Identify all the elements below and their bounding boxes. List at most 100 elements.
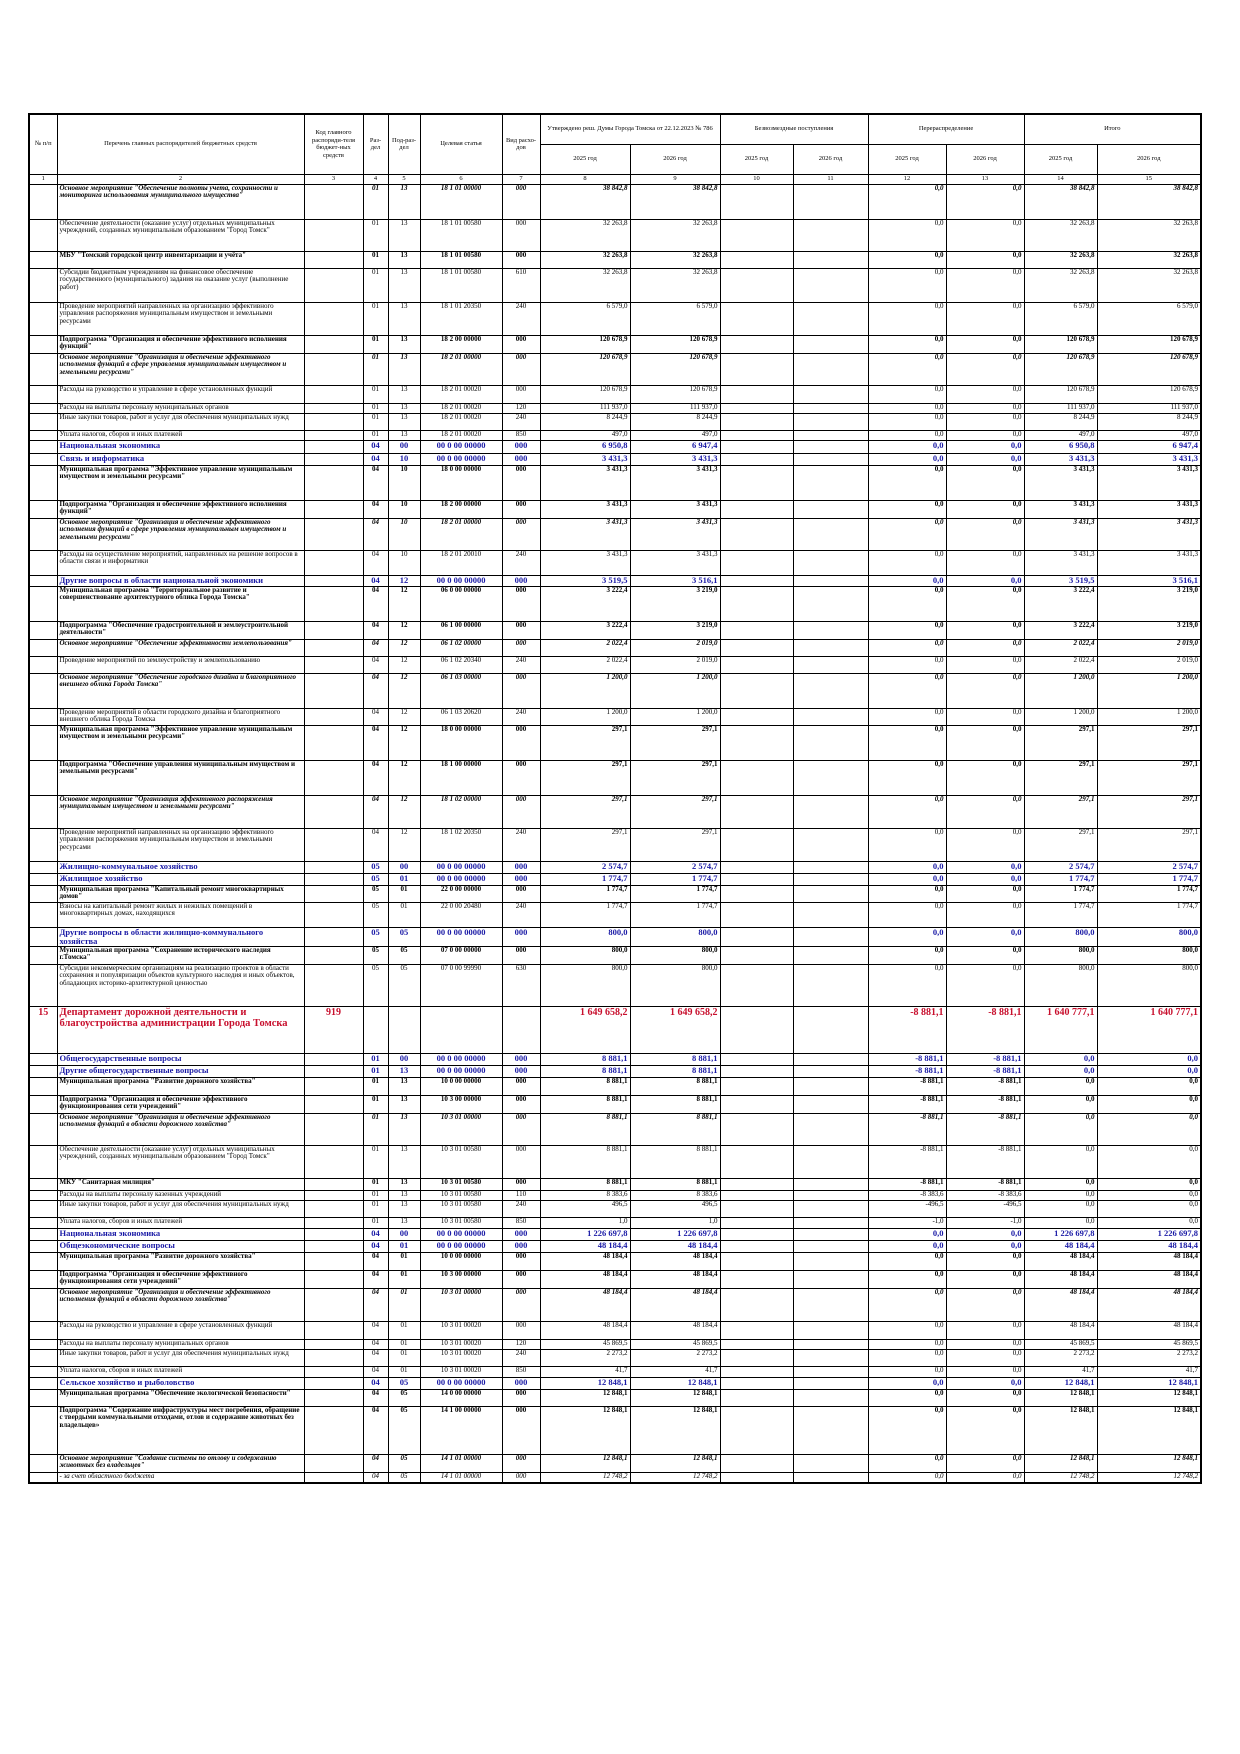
approved-2025: 1 774,7 bbox=[539, 884, 631, 903]
expense-name: Подпрограмма "Организация и обеспечение … bbox=[56, 499, 305, 519]
subsection-code: 13 bbox=[387, 250, 421, 269]
table-row: Обеспечение деятельности (оказание услуг… bbox=[28, 1144, 1202, 1179]
approved-2025: 8 881,1 bbox=[539, 1064, 631, 1078]
grants-2026 bbox=[792, 1320, 869, 1340]
section-code: 01 bbox=[362, 1112, 389, 1146]
subsection-code: 12 bbox=[387, 655, 421, 674]
grants-2025 bbox=[719, 672, 794, 709]
grants-2025 bbox=[719, 352, 794, 386]
row-number bbox=[28, 759, 58, 796]
total-2026: 800,0 bbox=[1096, 945, 1202, 965]
grants-2025 bbox=[719, 1064, 794, 1078]
approved-2026: 1 774,7 bbox=[629, 884, 721, 903]
grants-2026 bbox=[792, 183, 869, 220]
redistribution-2025: 0,0 bbox=[867, 218, 947, 252]
row-number bbox=[28, 724, 58, 761]
grants-2026 bbox=[792, 464, 869, 501]
approved-2025: 1 200,0 bbox=[539, 707, 631, 726]
total-2026: 48 184,4 bbox=[1096, 1251, 1202, 1271]
table-row: МБУ "Томский городской центр инвентариза… bbox=[28, 250, 1202, 269]
total-2026: 2 273,2 bbox=[1096, 1348, 1202, 1367]
column-number: 8 bbox=[539, 173, 631, 185]
row-number bbox=[28, 655, 58, 674]
grants-2025 bbox=[719, 1338, 794, 1350]
target-article: 18 1 01 00000 bbox=[419, 183, 503, 220]
redistribution-2025: 0,0 bbox=[867, 250, 947, 269]
year-head: 2025 год bbox=[719, 143, 794, 175]
approved-2025: 12 848,1 bbox=[539, 1376, 631, 1390]
section-code: 05 bbox=[362, 901, 389, 928]
expense-name: Иные закупки товаров, работ и услуг для … bbox=[56, 1199, 305, 1218]
target-article: 10 3 01 00020 bbox=[419, 1365, 503, 1378]
expense-name: МБУ "Томский городской центр инвентариза… bbox=[56, 250, 305, 269]
col-head-type: Вид расхо-дов bbox=[501, 113, 541, 175]
section-code: 04 bbox=[362, 1320, 389, 1340]
approved-2025: 120 678,9 bbox=[539, 352, 631, 386]
total-2025: 0,0 bbox=[1023, 1076, 1098, 1096]
section-code: 01 bbox=[362, 1064, 389, 1078]
grants-2025 bbox=[719, 1076, 794, 1096]
subsection-code: 13 bbox=[387, 1189, 421, 1201]
total-2025: 12 848,1 bbox=[1023, 1453, 1098, 1473]
expense-name: Расходы на выплаты персоналу муниципальн… bbox=[56, 1338, 305, 1350]
expense-name: Жилищное хозяйство bbox=[56, 872, 305, 886]
grants-2025 bbox=[719, 1405, 794, 1455]
total-2026: 120 678,9 bbox=[1096, 352, 1202, 386]
total-2025: 12 848,1 bbox=[1023, 1405, 1098, 1455]
year-head: 2026 год bbox=[945, 143, 1025, 175]
redistribution-2025: -8 881,1 bbox=[867, 1144, 947, 1179]
expense-type: 000 bbox=[501, 517, 541, 551]
approved-2025: 8 881,1 bbox=[539, 1076, 631, 1096]
redistribution-2025: 0,0 bbox=[867, 499, 947, 519]
target-article: 00 0 00 00000 bbox=[419, 926, 503, 947]
row-number bbox=[28, 517, 58, 551]
grants-2026 bbox=[792, 827, 869, 862]
total-2025: 297,1 bbox=[1023, 827, 1098, 862]
approved-2025: 1 774,7 bbox=[539, 901, 631, 928]
row-number bbox=[28, 1376, 58, 1390]
expense-type: 240 bbox=[501, 827, 541, 862]
subsection-code: 12 bbox=[387, 574, 421, 587]
approved-2025: 32 263,8 bbox=[539, 218, 631, 252]
target-article: 18 2 01 00000 bbox=[419, 352, 503, 386]
expense-type: 000 bbox=[501, 1177, 541, 1191]
total-2026: 3 431,3 bbox=[1096, 464, 1202, 501]
redistribution-2025: 0,0 bbox=[867, 1320, 947, 1340]
expense-name: Национальная экономика bbox=[56, 439, 305, 454]
approved-2025: 12 748,2 bbox=[539, 1471, 631, 1484]
redistribution-2025: 0,0 bbox=[867, 1388, 947, 1407]
grants-2025 bbox=[719, 301, 794, 336]
expense-name: Проведение мероприятий направленных на о… bbox=[56, 301, 305, 336]
expense-type: 000 bbox=[501, 724, 541, 761]
table-body: Основное мероприятие "Обеспечение полнот… bbox=[28, 183, 1202, 1484]
grants-2025 bbox=[719, 1471, 794, 1484]
approved-2025: 48 184,4 bbox=[539, 1251, 631, 1271]
subsection-code: 05 bbox=[387, 926, 421, 947]
approved-2025: 1,0 bbox=[539, 1216, 631, 1229]
approved-2025: 8 881,1 bbox=[539, 1177, 631, 1191]
redistribution-2025: 0,0 bbox=[867, 412, 947, 431]
section-code: 04 bbox=[362, 655, 389, 674]
subsection-code: 05 bbox=[387, 1376, 421, 1390]
table-row: Подпрограмма "Обеспечение градостроитель… bbox=[28, 620, 1202, 640]
section-code: 01 bbox=[362, 1052, 389, 1066]
redistribution-2026: 0,0 bbox=[945, 439, 1025, 454]
target-article: 18 0 00 00000 bbox=[419, 724, 503, 761]
subsection-code: 10 bbox=[387, 452, 421, 466]
table-row: Основное мероприятие "Организация эффект… bbox=[28, 794, 1202, 829]
row-number bbox=[28, 1199, 58, 1218]
approved-2025: 2 022,4 bbox=[539, 638, 631, 657]
manager-code bbox=[303, 452, 364, 466]
section-code: 04 bbox=[362, 638, 389, 657]
approved-2026: 800,0 bbox=[629, 963, 721, 1007]
expense-name: Основное мероприятие "Организация и обес… bbox=[56, 352, 305, 386]
expense-type: 000 bbox=[501, 1076, 541, 1096]
manager-code bbox=[303, 884, 364, 903]
expense-type: 000 bbox=[501, 250, 541, 269]
table-row: Сельское хозяйство и рыболовство 04 05 00 0… bbox=[28, 1376, 1202, 1390]
group-head-redistribution: Перераспределение bbox=[867, 113, 1025, 145]
grants-2026 bbox=[792, 384, 869, 404]
redistribution-2026: -8 881,1 bbox=[945, 1064, 1025, 1078]
redistribution-2025: -8 881,1 bbox=[867, 1094, 947, 1114]
column-number: 4 bbox=[362, 173, 389, 185]
